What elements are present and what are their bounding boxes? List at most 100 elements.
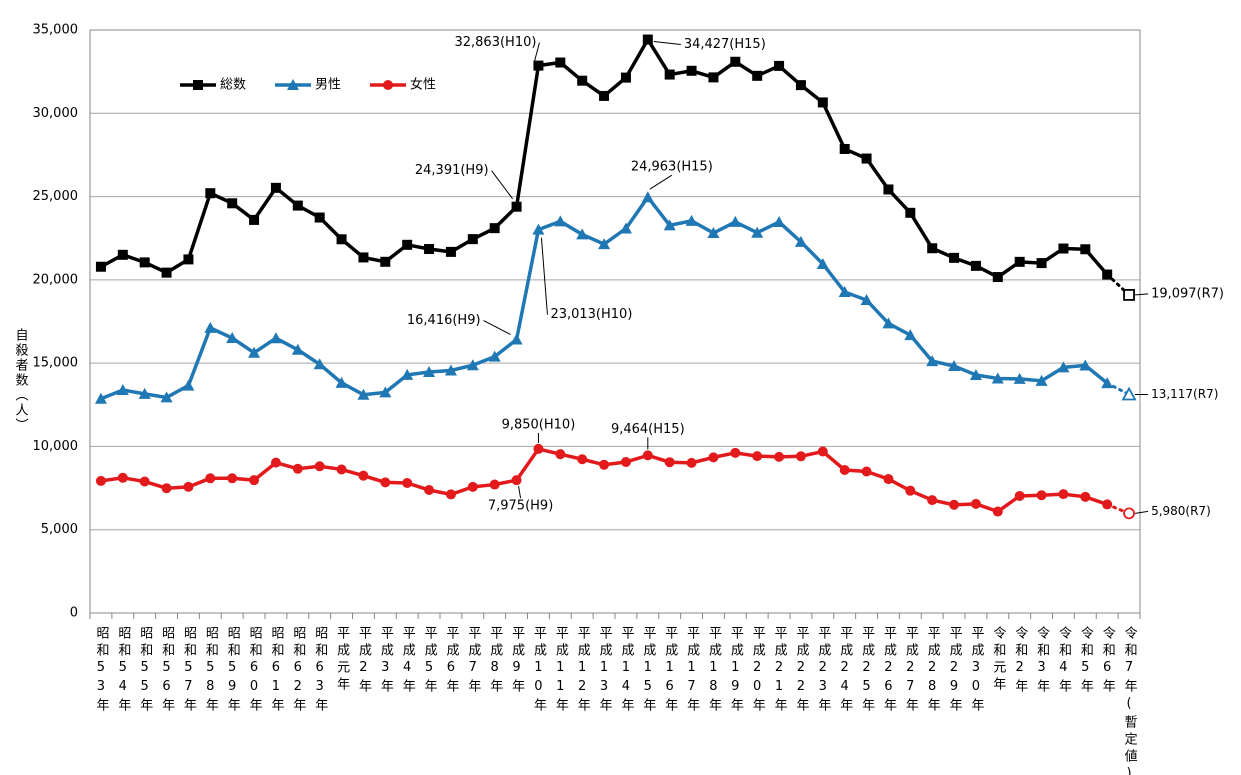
x-tick-label: 平成22年 — [793, 626, 809, 715]
data-label: 19,097(R7) — [1151, 286, 1224, 301]
point — [926, 355, 939, 367]
point — [204, 321, 217, 333]
x-tick-label: 令和4年 — [1056, 626, 1072, 696]
point — [227, 198, 238, 209]
point — [183, 481, 194, 492]
x-tick-label: 平成15年 — [640, 626, 656, 715]
point — [838, 285, 851, 297]
point — [576, 228, 589, 240]
point — [707, 227, 720, 239]
data-label: 32,863(H10) — [454, 35, 536, 50]
legend-label: 男性 — [315, 78, 341, 93]
point — [467, 234, 478, 245]
point — [599, 90, 610, 101]
point — [970, 498, 981, 509]
y-tick-label: 30,000 — [33, 106, 79, 121]
x-tick-label: 昭和60年 — [247, 626, 263, 715]
point — [314, 461, 325, 472]
point — [1101, 377, 1114, 389]
point — [357, 388, 370, 400]
point — [532, 223, 545, 235]
point — [708, 72, 719, 83]
point — [927, 495, 938, 506]
y-tick-label: 10,000 — [33, 439, 79, 454]
point — [358, 470, 369, 481]
point — [685, 214, 698, 226]
point — [1102, 269, 1113, 280]
point — [598, 238, 611, 250]
point — [686, 65, 697, 76]
x-tick-label: 平成24年 — [837, 626, 853, 715]
y-tick-label: 20,000 — [33, 272, 79, 287]
point — [883, 184, 894, 195]
point — [139, 257, 150, 268]
point — [292, 200, 303, 211]
data-label: 9,850(H10) — [502, 417, 576, 432]
x-tick-label: 令和6年 — [1100, 626, 1116, 696]
data-label: 24,963(H15) — [631, 160, 713, 175]
x-tick-label: 平成26年 — [881, 626, 897, 715]
point — [861, 466, 872, 477]
point — [882, 317, 895, 329]
point — [139, 476, 150, 487]
leader-line — [649, 174, 673, 190]
point — [444, 364, 457, 376]
x-tick-label: 平成8年 — [487, 626, 503, 696]
x-tick-label: 平成4年 — [400, 626, 416, 696]
point — [335, 376, 348, 388]
point — [138, 387, 151, 399]
point — [555, 449, 566, 460]
point — [292, 463, 303, 474]
point — [336, 234, 347, 245]
x-tick-label: 昭和57年 — [181, 626, 197, 715]
provisional-segment — [1105, 273, 1131, 297]
point — [488, 350, 501, 362]
point — [94, 392, 107, 404]
x-tick-label: 平成元年 — [334, 626, 350, 694]
point — [511, 201, 522, 212]
point — [730, 56, 741, 67]
point — [117, 472, 128, 483]
point — [1123, 507, 1135, 520]
point — [883, 474, 894, 485]
x-tick-label: 平成13年 — [597, 626, 613, 715]
point — [752, 70, 763, 81]
x-tick-label: 平成2年 — [356, 626, 372, 696]
data-label: 5,980(R7) — [1151, 504, 1211, 518]
point — [641, 191, 654, 203]
point — [1102, 499, 1113, 510]
point — [774, 60, 785, 71]
point — [664, 457, 675, 468]
point — [314, 212, 325, 223]
point — [1013, 372, 1026, 384]
x-tick-label: 平成6年 — [443, 626, 459, 696]
point — [991, 372, 1004, 384]
point — [423, 366, 436, 378]
legend-marker — [193, 80, 203, 90]
x-tick-label: 平成17年 — [684, 626, 700, 715]
point — [510, 333, 523, 345]
point — [970, 260, 981, 271]
point — [752, 451, 763, 462]
point — [949, 252, 960, 263]
x-tick-label: 平成7年 — [465, 626, 481, 696]
x-tick-label: 令和元年 — [990, 626, 1006, 694]
point — [1123, 288, 1135, 301]
point — [380, 477, 391, 488]
point — [795, 80, 806, 91]
point — [249, 214, 260, 225]
point — [927, 243, 938, 254]
leader-line — [653, 41, 681, 46]
point — [358, 252, 369, 263]
point — [642, 450, 653, 461]
data-label: 16,416(H9) — [407, 313, 481, 328]
x-tick-label: 平成23年 — [815, 626, 831, 715]
point — [313, 358, 326, 370]
point — [839, 143, 850, 154]
point — [533, 60, 544, 71]
point — [795, 451, 806, 462]
x-tick-label: 昭和63年 — [312, 626, 328, 715]
point — [555, 57, 566, 68]
x-tick-label: 平成27年 — [903, 626, 919, 715]
point — [577, 454, 588, 465]
